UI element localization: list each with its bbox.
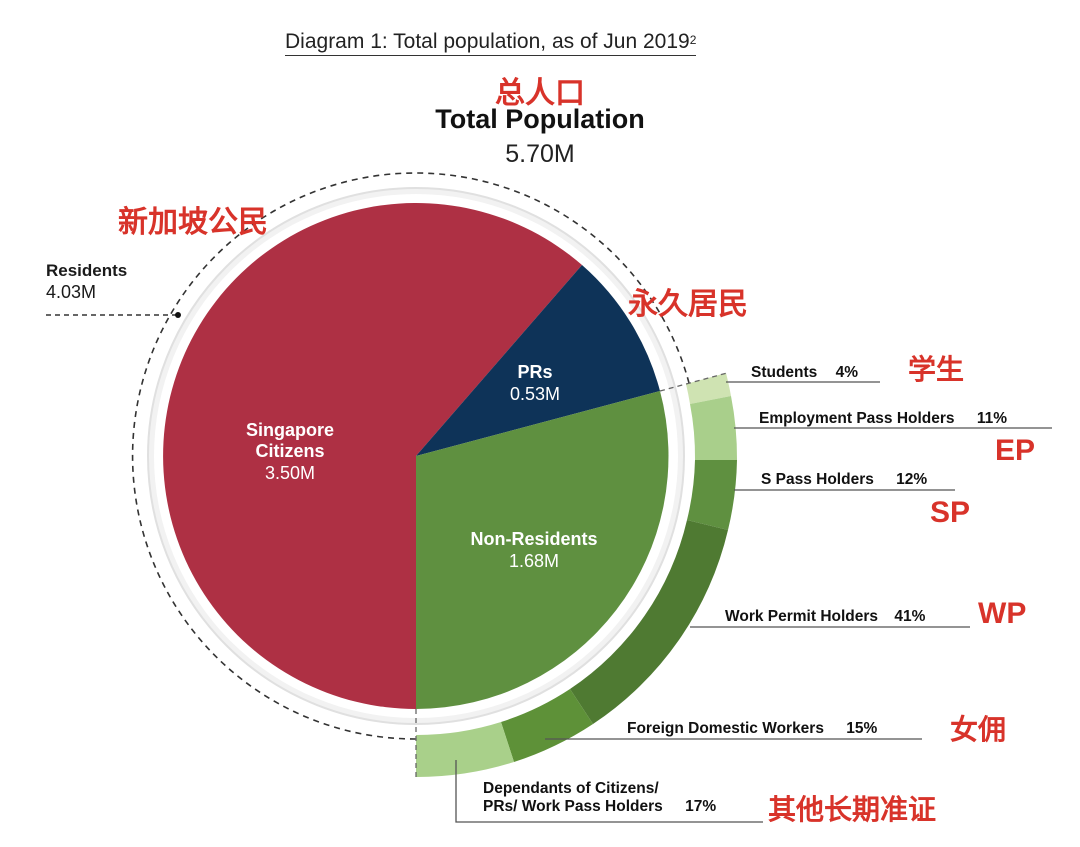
citizens-label-line2: Citizens	[255, 441, 325, 461]
non-residents-label: Non-Residents	[470, 529, 598, 549]
legend-students-pct: 4%	[835, 364, 859, 381]
prs-zh-label: 永久居民	[628, 287, 748, 322]
legend-students: Students 4%	[751, 364, 858, 382]
legend-work-permit-pct: 41%	[894, 608, 926, 625]
non-resident-breakdown-ring	[416, 373, 738, 778]
legend-dependants-label-line1: Dependants of Citizens/	[483, 780, 659, 797]
legend-foreign-domestic-workers-label: Foreign Domestic Workers	[627, 720, 824, 737]
prs-label: PRs	[517, 362, 553, 382]
ring-top-dashed-edge	[659, 372, 728, 392]
legend-students-label: Students	[751, 364, 818, 381]
prs-slice-label: PRs 0.53M	[490, 362, 580, 405]
legend-dependants-label-line2: PRs/ Work Pass Holders	[483, 798, 663, 815]
legend-foreign-domestic-workers: Foreign Domestic Workers 15%	[627, 720, 877, 738]
students-zh-tag: 学生	[908, 353, 965, 386]
dependants-zh-tag: 其他长期准证	[768, 793, 937, 826]
leader-dependants	[455, 760, 763, 823]
legend-work-permit-label: Work Permit Holders	[725, 608, 879, 625]
legend-employment-pass-label: Employment Pass Holders	[759, 410, 955, 427]
total-population-value: 5.70M	[505, 140, 575, 168]
non-residents-value: 1.68M	[508, 551, 560, 571]
citizens-slice-label: Singapore Citizens 3.50M	[220, 420, 360, 484]
ring-segment-work-permit	[570, 520, 728, 724]
legend-work-permit: Work Permit Holders 41%	[725, 608, 925, 626]
ring-segment-dependants	[416, 722, 514, 778]
legend-foreign-domestic-workers-pct: 15%	[846, 720, 878, 737]
total-population-label: Total Population	[435, 104, 645, 134]
legend-employment-pass: Employment Pass Holders 11%	[759, 410, 1007, 428]
prs-value: 0.53M	[509, 384, 561, 404]
ring-segment-s-pass	[687, 460, 737, 530]
citizens-value: 3.50M	[264, 463, 316, 483]
slice-non-residents	[416, 391, 669, 709]
s-pass-tag: SP	[930, 496, 971, 529]
total-population-zh-label: 总人口	[495, 76, 585, 111]
diagram-title-text: Diagram 1: Total population, as of Jun 2…	[285, 30, 690, 53]
citizens-zh-label: 新加坡公民	[118, 205, 268, 240]
diagram-title: Diagram 1: Total population, as of Jun 2…	[285, 30, 697, 56]
work-permit-tag: WP	[978, 597, 1027, 630]
citizens-label-line1: Singapore	[245, 420, 334, 440]
foreign-domestic-workers-zh-tag: 女佣	[950, 713, 1007, 746]
legend-dependants: Dependants of Citizens/ PRs/ Work Pass H…	[483, 780, 716, 816]
residents-dashed-arc	[131, 172, 690, 740]
non-residents-slice-label: Non-Residents 1.68M	[450, 529, 618, 572]
ring-segment-students	[686, 373, 731, 404]
employment-pass-tag: EP	[995, 434, 1036, 467]
legend-dependants-pct: 17%	[685, 798, 717, 815]
residents-leader-dot	[175, 312, 181, 318]
legend-s-pass: S Pass Holders 12%	[761, 471, 927, 489]
slice-singapore-citizens	[163, 203, 582, 709]
slice-prs	[416, 265, 660, 456]
ring-segment-employment-pass	[690, 396, 738, 460]
legend-employment-pass-pct: 11%	[976, 410, 1008, 427]
footnote-marker: 2	[689, 33, 697, 47]
residents-label: Residents	[46, 261, 128, 280]
residents-value: 4.03M	[46, 282, 97, 302]
ring-segment-foreign-domestic-workers	[501, 689, 593, 762]
breakdown-leader-lines	[455, 381, 1052, 823]
legend-s-pass-label: S Pass Holders	[761, 471, 874, 488]
legend-s-pass-pct: 12%	[896, 471, 928, 488]
